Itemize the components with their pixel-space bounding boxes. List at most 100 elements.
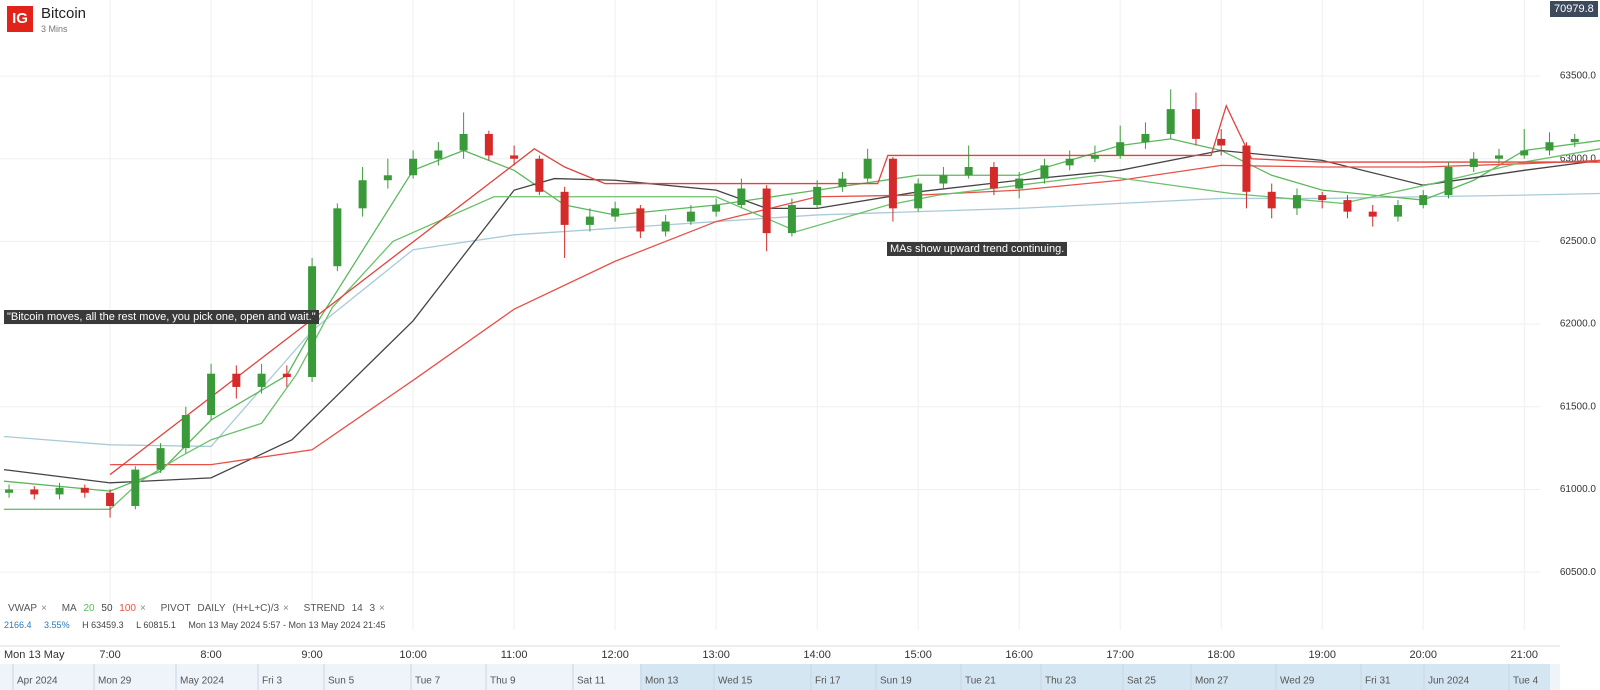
navigator-label: Thu 23 [1045,676,1077,687]
change-pct: 3.55% [44,620,70,630]
legend-item[interactable]: 50 [101,603,113,614]
candle-body [5,489,14,493]
indicator-line [4,148,1600,510]
interval[interactable]: 3 Mins [41,24,68,34]
candle-body [1015,178,1024,189]
candle-body [1393,205,1402,217]
candle-body [358,180,367,209]
candle-body [585,216,594,225]
close-icon[interactable]: × [283,603,289,614]
candle-body [535,158,544,192]
navigator-label: Thu 9 [490,676,516,687]
candle-body [1267,191,1276,209]
x-tick-label: 9:00 [301,649,322,661]
stats: 2166.4 3.55% H 63459.3 L 60815.1 Mon 13 … [4,620,396,630]
candle-body [1040,165,1049,179]
y-tick-label: 62000.0 [1560,319,1597,330]
candle-body [1520,150,1529,156]
candle-body [207,373,216,416]
legend-item[interactable]: VWAP [8,603,38,614]
candle-body [1191,109,1200,139]
candle-body [1444,167,1453,196]
y-tick-label: 63000.0 [1560,153,1597,164]
logo: IG [7,6,33,32]
navigator-label: May 2024 [180,676,224,687]
legend-item[interactable]: STREND [303,603,345,614]
candle-body [257,373,266,387]
candle-body [1292,195,1301,209]
x-tick-label: 21:00 [1510,649,1538,661]
x-tick-label: 16:00 [1005,649,1033,661]
candle-body [813,186,822,206]
candle-body [989,167,998,189]
navigator-label: Fri 17 [815,676,841,687]
navigator-label: Apr 2024 [17,676,58,687]
candle-body [1116,142,1125,156]
navigator-label: Jun 2024 [1428,676,1470,687]
close-icon[interactable]: × [41,603,47,614]
candle-body [888,158,897,209]
candle-body [106,492,115,506]
candle-body [914,183,923,209]
legend-item[interactable]: 3 [369,603,376,614]
candle-body [484,133,493,156]
candle-body [282,373,291,378]
candle-body [1545,142,1554,151]
indicator-line [109,104,1600,476]
annotation: MAs show upward trend continuing. [887,242,1068,256]
indicator-line [110,159,1600,466]
high: H 63459.3 [82,620,124,630]
legend-item[interactable]: 14 [351,603,363,614]
candle-body [1242,145,1251,192]
navigator-label: Mon 27 [1195,676,1229,687]
x-tick-label: 15:00 [904,649,932,661]
navigator-window[interactable] [640,664,1550,690]
instrument[interactable]: Bitcoin [41,5,87,22]
x-tick-label: 18:00 [1207,649,1235,661]
candle-body [1570,138,1579,143]
y-tick-label: 62500.0 [1560,236,1597,247]
legend-item[interactable]: MA [61,603,77,614]
legend-item[interactable]: PIVOT [160,603,191,614]
navigator-label: Fri 3 [262,676,282,687]
candle-body [686,211,695,222]
x-tick-label: 17:00 [1106,649,1134,661]
candle-body [55,487,64,495]
navigator-label: Sat 25 [1127,676,1156,687]
candle-body [1368,211,1377,217]
close-icon[interactable]: × [139,603,146,614]
legend-item[interactable]: 20 [83,603,95,614]
legend-item[interactable]: DAILY [197,603,226,614]
candle-body [560,191,569,225]
legend-item[interactable]: 100 [119,603,136,614]
x-tick-label: 7:00 [99,649,120,661]
candle-body [939,175,948,184]
navigator-label: Sun 19 [880,676,912,687]
low: L 60815.1 [136,620,176,630]
legend-item[interactable]: (H+L+C)/3 [232,603,280,614]
x-tick-label: 10:00 [399,649,427,661]
candle-body [510,155,519,159]
navigator-label: Mon 29 [98,676,132,687]
candle-body [30,489,39,495]
candle-body [1166,109,1175,134]
candle-body [1469,158,1478,168]
x-start-label: Mon 13 May [4,649,65,661]
close-icon[interactable]: × [379,603,385,614]
candle-body [459,133,468,151]
x-tick-label: 12:00 [601,649,629,661]
candle-body [1343,200,1352,212]
change: 2166.4 [4,620,32,630]
x-tick-label: 19:00 [1308,649,1336,661]
indicator-legend: VWAP × MA 20 50 100 × PIVOT DAILY (H+L+C)/… [8,603,397,614]
candle-body [409,158,418,176]
candle-body [964,167,973,176]
candle-body [1090,155,1099,159]
navigator-label: Tue 21 [965,676,996,687]
range: Mon 13 May 2024 5:57 - Mon 13 May 2024 2… [188,620,386,630]
candle-body [131,469,140,506]
y-tick-label: 63500.0 [1560,71,1597,82]
candle-body [1494,155,1503,159]
candle-body [232,373,241,387]
